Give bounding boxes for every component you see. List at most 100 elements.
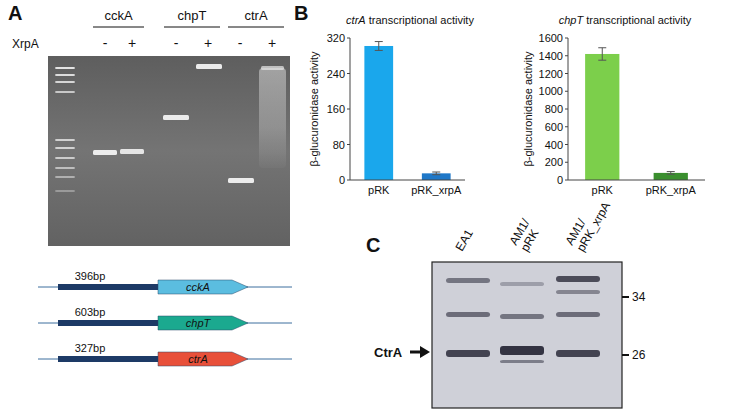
gene-underline bbox=[228, 27, 284, 28]
promoter-length: 327bp bbox=[75, 342, 106, 354]
gel-band bbox=[55, 176, 75, 178]
bar-chart: chpT transcriptional activity β-glucuroni… bbox=[522, 14, 705, 196]
gel-band bbox=[93, 150, 117, 155]
panel-letter: B bbox=[294, 2, 308, 24]
x-tick-label: pRK bbox=[592, 184, 614, 196]
panel-letter: A bbox=[8, 2, 22, 24]
lane-sign: + bbox=[128, 35, 136, 51]
lane-sign: - bbox=[238, 35, 243, 51]
y-axis-title: β-glucuronidase activity bbox=[522, 51, 534, 167]
gene-name: cckA bbox=[186, 281, 210, 293]
lane-sign: + bbox=[204, 35, 212, 51]
gene-label: cckA bbox=[104, 8, 133, 23]
gel-band bbox=[55, 139, 75, 141]
x-axis bbox=[568, 180, 705, 181]
promoter-region bbox=[58, 320, 158, 326]
marks bbox=[585, 48, 688, 180]
error-cap bbox=[432, 172, 440, 173]
y-tick-label: 320 bbox=[327, 32, 345, 44]
marker-tick bbox=[622, 296, 629, 298]
chart-title: chpT transcriptional activity bbox=[559, 14, 692, 26]
blot-band bbox=[556, 312, 600, 317]
target-label: CtrA bbox=[374, 345, 403, 360]
blot-band bbox=[500, 282, 544, 286]
gel-band bbox=[55, 147, 75, 149]
lane-label-line: pRK bbox=[518, 227, 542, 254]
blot-band bbox=[556, 350, 600, 357]
y-axis bbox=[568, 38, 569, 180]
bar bbox=[654, 173, 688, 180]
error-cap bbox=[598, 47, 606, 48]
gene-arrow bbox=[158, 352, 248, 366]
gel-background bbox=[48, 56, 290, 246]
blot-band bbox=[446, 312, 490, 317]
lane-label: AM1/pRK bbox=[506, 216, 544, 254]
gel-band bbox=[55, 190, 75, 192]
error-bar bbox=[432, 172, 440, 175]
error-bar bbox=[375, 42, 383, 51]
y-tick-label: 80 bbox=[333, 139, 345, 151]
marker-label: 26 bbox=[632, 348, 646, 362]
gel-band bbox=[228, 178, 254, 183]
gel bbox=[48, 56, 290, 246]
gene-arrow bbox=[158, 280, 248, 294]
y-axis-title: β-glucuronidase activity bbox=[308, 51, 320, 167]
y-tick-label: 0 bbox=[557, 174, 563, 186]
title-gene: chpT bbox=[559, 14, 585, 26]
x-tick-label: pRK_xrpA bbox=[646, 184, 697, 196]
y-tick-label: 1000 bbox=[539, 85, 563, 97]
gene-name: chpT bbox=[186, 317, 212, 329]
error-cap bbox=[375, 50, 383, 51]
y-tick-label: 1200 bbox=[539, 68, 563, 80]
gene-underline bbox=[93, 27, 144, 28]
gel-band bbox=[55, 157, 75, 159]
error-line bbox=[378, 42, 379, 51]
y-tick-label: 1400 bbox=[539, 50, 563, 62]
gel-band bbox=[196, 64, 222, 69]
bar bbox=[422, 173, 451, 180]
x-axis bbox=[350, 180, 465, 181]
gene-underline bbox=[164, 27, 220, 28]
y-axis bbox=[350, 38, 351, 180]
marker-label: 34 bbox=[632, 290, 646, 304]
gene-arrow bbox=[158, 316, 248, 330]
promoter-region bbox=[58, 284, 158, 290]
error-cap bbox=[667, 171, 675, 172]
y-tick-label: 240 bbox=[327, 68, 345, 80]
error-line bbox=[602, 48, 603, 60]
gel-band bbox=[55, 67, 75, 69]
lane-sign: - bbox=[174, 35, 179, 51]
gene-name: ctrA bbox=[188, 353, 208, 365]
title-rest: transcriptional activity bbox=[583, 14, 692, 26]
y-tick-label: 600 bbox=[545, 121, 563, 133]
lane-sign: + bbox=[268, 35, 276, 51]
marks bbox=[364, 42, 450, 180]
target-arrow-head bbox=[420, 346, 430, 358]
bar-chart: ctrA transcriptional activity β-glucuroni… bbox=[308, 14, 474, 196]
error-cap bbox=[432, 174, 440, 175]
y-tick-label: 160 bbox=[327, 103, 345, 115]
title-gene: ctrA bbox=[346, 14, 366, 26]
promoter-region bbox=[58, 356, 158, 362]
lane-label: EA1 bbox=[452, 227, 476, 254]
y-tick-label: 0 bbox=[339, 174, 345, 186]
y-tick-label: 400 bbox=[545, 139, 563, 151]
blot-background bbox=[432, 262, 622, 408]
error-cap bbox=[598, 60, 606, 61]
blot-band bbox=[446, 278, 490, 283]
gel-band bbox=[55, 167, 75, 169]
error-cap bbox=[375, 41, 383, 42]
blot-band bbox=[556, 276, 600, 282]
lane-label: AM1/pRK_xrpA bbox=[562, 193, 613, 254]
gene-label: ctrA bbox=[244, 8, 267, 23]
gel-band bbox=[261, 66, 284, 70]
y-tick-label: 800 bbox=[545, 103, 563, 115]
promoter-length: 396bp bbox=[75, 270, 106, 282]
gel-band bbox=[163, 115, 189, 120]
gel-smear bbox=[259, 68, 286, 168]
blot-band bbox=[446, 350, 490, 357]
blot-band bbox=[500, 314, 544, 319]
x-tick-label: pRK bbox=[368, 184, 390, 196]
bar bbox=[585, 54, 619, 180]
title-rest: transcriptional activity bbox=[366, 14, 475, 26]
